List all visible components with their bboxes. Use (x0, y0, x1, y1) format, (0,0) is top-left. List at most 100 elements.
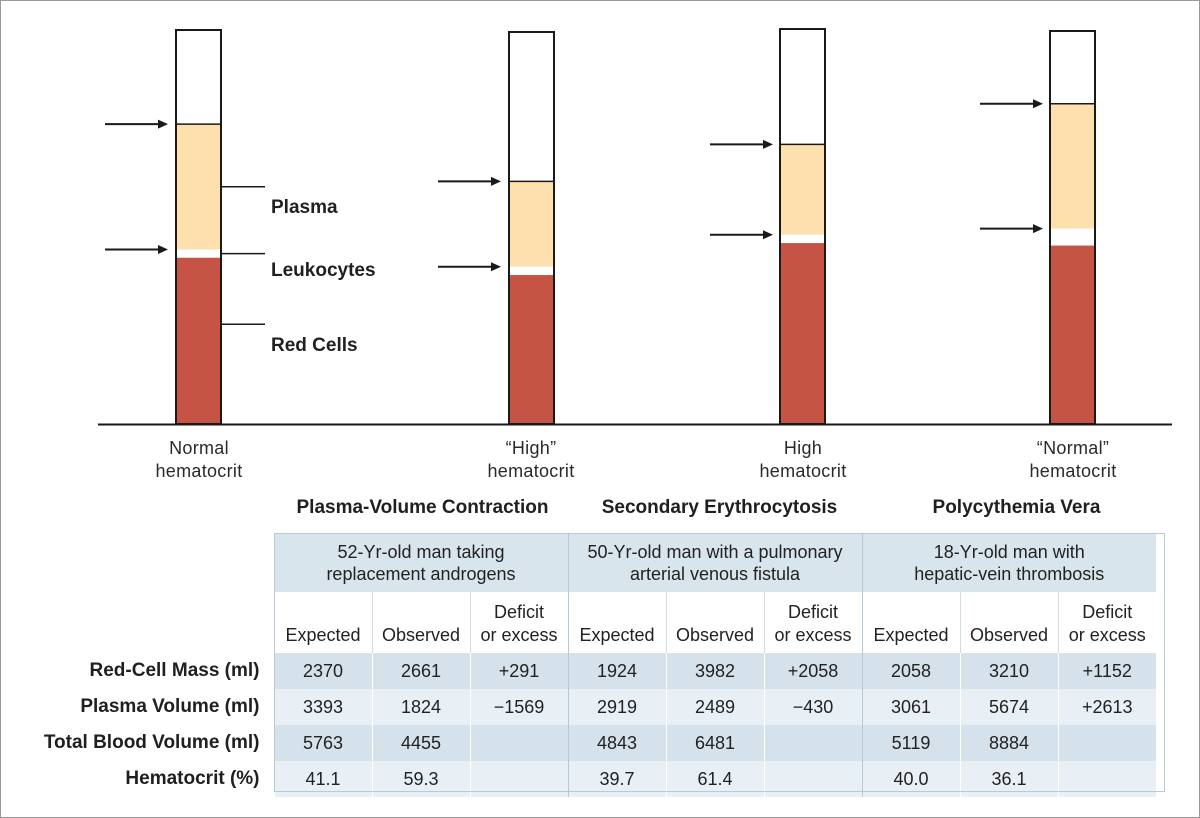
table-cell (763, 761, 862, 797)
tube-caption-line1: “Normal” (1036, 438, 1110, 458)
table-row-hematocrit: Hematocrit (%) 41.1 59.3 39.7 61.4 40.0 … (14, 761, 1156, 797)
table-cell: +2058 (763, 653, 862, 689)
deficit-line2: or excess (480, 625, 558, 645)
table-cell: 36.1 (959, 761, 1058, 797)
table-cell: 6481 (665, 725, 764, 761)
table-row-plasma-volume: Plasma Volume (ml) 3393 1824 −1569 2919 … (14, 689, 1156, 725)
test-tube (1049, 30, 1096, 425)
tube-caption-line2: hematocrit (1029, 461, 1117, 481)
arrow-head (1033, 99, 1043, 109)
case-line1: 50-Yr-old man with a pulmonary (587, 541, 843, 562)
table-cell: 5763 (273, 725, 372, 761)
tube-leukocyte-layer (1050, 228, 1095, 246)
case-line1: 18-Yr-old man with (933, 541, 1085, 562)
arrow-head (158, 119, 168, 129)
row-label: Hematocrit (%) (125, 768, 260, 789)
table-cell: 41.1 (273, 761, 372, 797)
tube-plasma-layer (1050, 103, 1095, 229)
table-cell: 40.0 (861, 761, 960, 797)
plasma-level-arrow (710, 139, 773, 149)
arrow-head (763, 139, 773, 149)
tube-red-cell-layer (780, 243, 825, 424)
tube-leukocyte-layer (780, 234, 825, 244)
table-row-red-cell-mass: Red-Cell Mass (ml) 2370 2661 +291 1924 3… (14, 653, 1156, 689)
condition-title-secondary-erythrocytosis: Secondary Erythrocytosis (601, 497, 838, 518)
tube-caption-line2: hematocrit (155, 461, 243, 481)
test-tube (779, 28, 826, 425)
column-header-deficit: Deficit or excess (1057, 592, 1156, 653)
plasma-level-arrow (105, 119, 168, 129)
tube-caption-high: High hematocrit (733, 437, 873, 483)
plasma-level-arrow (980, 99, 1043, 109)
legend-label-red-cells: Red Cells (271, 335, 358, 356)
case-description-2: 50-Yr-old man with a pulmonary arterial … (567, 533, 862, 592)
table-corner (14, 533, 274, 592)
table-cell (763, 725, 862, 761)
leukocyte-level-arrow (105, 244, 168, 254)
table-cell: 1924 (567, 653, 666, 689)
table-cell: 59.3 (371, 761, 470, 797)
column-header-expected: Expected (567, 592, 666, 653)
table-cell: 4455 (371, 725, 470, 761)
row-label: Red-Cell Mass (ml) (89, 660, 260, 681)
case-line2: replacement androgens (326, 563, 516, 584)
tube-caption-high-quoted: “High” hematocrit (461, 437, 601, 483)
column-header-observed: Observed (371, 592, 470, 653)
tube-caption-line2: hematocrit (487, 461, 575, 481)
arrow-head (158, 244, 168, 254)
table-cell: 2058 (861, 653, 960, 689)
table-cell: +1152 (1057, 653, 1156, 689)
deficit-line1: Deficit (787, 602, 838, 622)
row-label: Plasma Volume (ml) (80, 696, 260, 717)
tube-caption-normal-quoted: “Normal” hematocrit (1003, 437, 1143, 483)
deficit-line2: or excess (1068, 625, 1146, 645)
case-line2: arterial venous fistula (629, 563, 801, 584)
table-cell (1057, 725, 1156, 761)
plasma-level-arrow (438, 176, 501, 186)
table-cell: 4843 (567, 725, 666, 761)
table-cell: 1824 (371, 689, 470, 725)
table-cell: 61.4 (665, 761, 764, 797)
row-label: Total Blood Volume (ml) (43, 732, 260, 753)
legend-label-leukocytes: Leukocytes (271, 260, 376, 281)
tube-leukocyte-layer (176, 249, 221, 258)
deficit-line1: Deficit (1082, 602, 1133, 622)
arrow-head (1033, 224, 1043, 234)
table-cell: −1569 (469, 689, 568, 725)
hematocrit-tube-diagram (98, 28, 1172, 426)
case-description-3: 18-Yr-old man with hepatic-vein thrombos… (861, 533, 1156, 592)
leukocyte-level-arrow (438, 262, 501, 272)
condition-title-plasma-volume-contraction: Plasma-Volume Contraction (296, 497, 549, 518)
arrow-head (491, 262, 501, 272)
column-header-deficit: Deficit or excess (763, 592, 862, 653)
tube-leukocyte-layer (509, 266, 554, 276)
arrow-head (491, 176, 501, 186)
table-cell: +291 (469, 653, 568, 689)
arrow-head (763, 230, 773, 240)
table-cell: 3210 (959, 653, 1058, 689)
tube-red-cell-layer (1050, 245, 1095, 424)
condition-title-polycythemia-vera: Polycythemia Vera (932, 497, 1101, 518)
tube-red-cell-layer (176, 257, 221, 424)
table-cell: +2613 (1057, 689, 1156, 725)
table-cell: −430 (763, 689, 862, 725)
table-cell: 5119 (861, 725, 960, 761)
deficit-line1: Deficit (493, 602, 544, 622)
table-cell: 39.7 (567, 761, 666, 797)
table-cell: 3982 (665, 653, 764, 689)
case-line1: 52-Yr-old man taking (337, 541, 505, 562)
tube-plasma-layer (176, 124, 221, 250)
test-tube (175, 29, 222, 425)
tube-caption-line1: Normal (169, 438, 229, 458)
case-line2: hepatic-vein thrombosis (914, 563, 1105, 584)
table-cell: 2489 (665, 689, 764, 725)
table-cell: 3061 (861, 689, 960, 725)
table-cell: 3393 (273, 689, 372, 725)
tube-plasma-layer (509, 181, 554, 267)
table-cell: 2919 (567, 689, 666, 725)
table-cell: 8884 (959, 725, 1058, 761)
tube-caption-line2: hematocrit (759, 461, 847, 481)
table-cell: 2661 (371, 653, 470, 689)
legend-label-plasma: Plasma (271, 197, 338, 218)
table-row-total-blood-volume: Total Blood Volume (ml) 5763 4455 4843 6… (14, 725, 1156, 761)
